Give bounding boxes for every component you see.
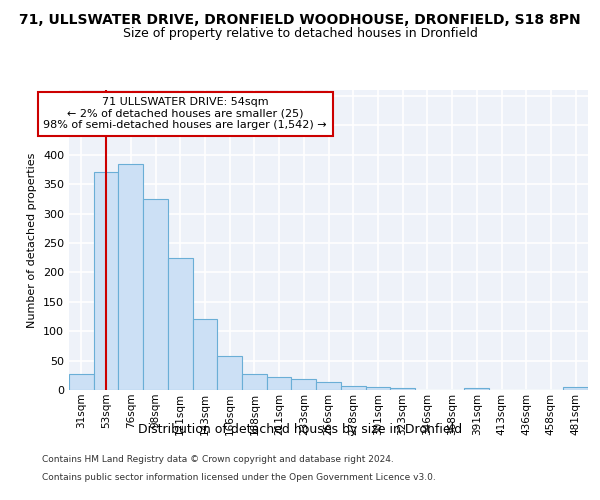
Bar <box>69 374 94 390</box>
Bar <box>168 258 193 390</box>
Bar <box>390 388 415 390</box>
Text: 71, ULLSWATER DRIVE, DRONFIELD WOODHOUSE, DRONFIELD, S18 8PN: 71, ULLSWATER DRIVE, DRONFIELD WOODHOUSE… <box>19 12 581 26</box>
Text: 71 ULLSWATER DRIVE: 54sqm
← 2% of detached houses are smaller (25)
98% of semi-d: 71 ULLSWATER DRIVE: 54sqm ← 2% of detach… <box>43 97 327 130</box>
Text: Size of property relative to detached houses in Dronfield: Size of property relative to detached ho… <box>122 28 478 40</box>
Bar <box>341 386 365 390</box>
Bar <box>464 388 489 390</box>
Bar <box>267 377 292 390</box>
Bar <box>217 356 242 390</box>
Bar <box>193 320 217 390</box>
Bar <box>94 172 118 390</box>
Bar <box>563 387 588 390</box>
Text: Contains HM Land Registry data © Crown copyright and database right 2024.: Contains HM Land Registry data © Crown c… <box>42 455 394 464</box>
Bar <box>143 199 168 390</box>
Bar <box>242 374 267 390</box>
Bar <box>316 382 341 390</box>
Y-axis label: Number of detached properties: Number of detached properties <box>28 152 37 328</box>
Bar <box>292 380 316 390</box>
Bar <box>118 164 143 390</box>
Bar <box>365 387 390 390</box>
Text: Contains public sector information licensed under the Open Government Licence v3: Contains public sector information licen… <box>42 472 436 482</box>
Text: Distribution of detached houses by size in Dronfield: Distribution of detached houses by size … <box>138 422 462 436</box>
